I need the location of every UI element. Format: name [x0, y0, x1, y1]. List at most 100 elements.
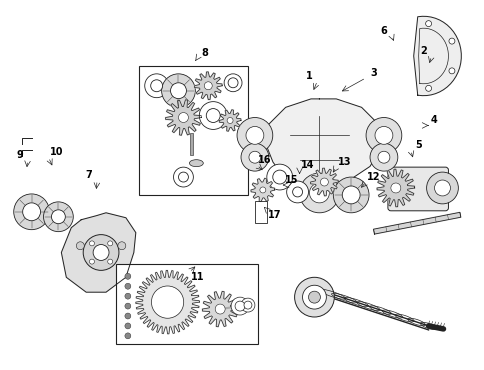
Circle shape — [170, 83, 186, 99]
Polygon shape — [61, 213, 136, 292]
Text: 1: 1 — [305, 71, 312, 81]
Circle shape — [23, 203, 41, 221]
Circle shape — [369, 143, 397, 171]
Text: 8: 8 — [201, 48, 208, 58]
Circle shape — [286, 181, 308, 203]
Bar — [116, 265, 257, 344]
Circle shape — [224, 74, 242, 92]
Circle shape — [173, 167, 193, 187]
FancyBboxPatch shape — [387, 167, 448, 211]
Bar — [138, 66, 247, 195]
Bar — [190, 134, 193, 155]
Polygon shape — [219, 110, 241, 131]
Circle shape — [425, 85, 431, 91]
Circle shape — [272, 170, 286, 184]
Circle shape — [125, 323, 131, 329]
Circle shape — [125, 283, 131, 289]
Circle shape — [266, 164, 292, 190]
Circle shape — [76, 242, 84, 250]
Circle shape — [302, 285, 326, 309]
Circle shape — [93, 245, 109, 260]
Polygon shape — [373, 212, 460, 234]
Circle shape — [227, 78, 238, 88]
Text: 2: 2 — [420, 46, 426, 56]
Circle shape — [83, 235, 119, 270]
Circle shape — [425, 21, 431, 27]
Circle shape — [204, 82, 212, 90]
Circle shape — [448, 38, 454, 44]
Polygon shape — [413, 16, 460, 96]
Circle shape — [125, 303, 131, 309]
Circle shape — [44, 202, 73, 232]
Circle shape — [118, 242, 125, 250]
Text: 3: 3 — [370, 68, 377, 78]
Text: 11: 11 — [190, 272, 204, 282]
Circle shape — [245, 127, 263, 144]
Text: 6: 6 — [380, 26, 387, 36]
Circle shape — [299, 173, 339, 213]
Polygon shape — [165, 100, 201, 135]
Circle shape — [199, 102, 227, 130]
Circle shape — [342, 186, 359, 204]
Circle shape — [227, 118, 233, 124]
Circle shape — [107, 241, 112, 246]
Circle shape — [365, 118, 401, 153]
Circle shape — [292, 187, 302, 197]
Circle shape — [259, 187, 265, 193]
Circle shape — [161, 74, 195, 108]
Text: 10: 10 — [49, 147, 63, 157]
Bar — [255, 201, 266, 223]
Circle shape — [89, 259, 94, 264]
Polygon shape — [310, 168, 337, 196]
Polygon shape — [202, 291, 238, 327]
Circle shape — [377, 151, 389, 163]
Circle shape — [320, 178, 328, 186]
Circle shape — [426, 172, 457, 204]
Text: 14: 14 — [300, 160, 314, 170]
Ellipse shape — [189, 160, 203, 166]
Polygon shape — [376, 169, 414, 207]
Circle shape — [51, 210, 65, 224]
Text: 5: 5 — [414, 140, 421, 150]
Circle shape — [308, 291, 320, 303]
Polygon shape — [194, 72, 222, 100]
Text: 13: 13 — [337, 157, 350, 167]
Text: 12: 12 — [366, 172, 380, 182]
Circle shape — [241, 143, 268, 171]
Circle shape — [125, 293, 131, 299]
Circle shape — [241, 298, 255, 312]
Circle shape — [333, 177, 368, 213]
Polygon shape — [136, 270, 199, 334]
Circle shape — [151, 80, 162, 92]
Text: 7: 7 — [86, 170, 92, 180]
Circle shape — [237, 118, 272, 153]
Circle shape — [248, 151, 260, 163]
Text: 17: 17 — [268, 210, 281, 220]
Circle shape — [107, 259, 112, 264]
Circle shape — [243, 301, 251, 309]
Text: 16: 16 — [257, 155, 271, 165]
Circle shape — [89, 241, 94, 246]
Polygon shape — [264, 99, 382, 188]
Polygon shape — [250, 178, 274, 202]
Circle shape — [294, 277, 333, 317]
Circle shape — [206, 108, 220, 122]
Circle shape — [448, 68, 454, 74]
Text: 15: 15 — [284, 175, 298, 185]
Circle shape — [151, 286, 183, 318]
Circle shape — [14, 194, 49, 230]
Circle shape — [125, 313, 131, 319]
Text: 4: 4 — [429, 115, 436, 125]
Circle shape — [125, 273, 131, 279]
Circle shape — [178, 172, 188, 182]
Text: 9: 9 — [16, 150, 23, 160]
Circle shape — [374, 127, 392, 144]
Circle shape — [144, 74, 168, 98]
Circle shape — [235, 301, 244, 311]
Circle shape — [178, 112, 188, 122]
Circle shape — [390, 183, 400, 193]
Circle shape — [309, 183, 329, 203]
Circle shape — [125, 333, 131, 339]
Circle shape — [230, 297, 248, 315]
Circle shape — [215, 304, 225, 314]
